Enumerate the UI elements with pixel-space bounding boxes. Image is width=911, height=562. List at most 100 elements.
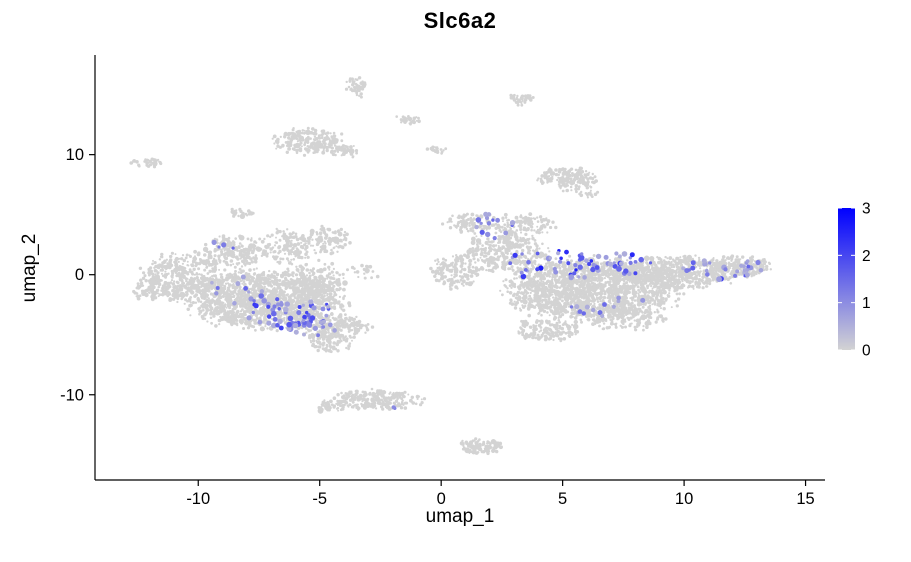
cell-point bbox=[322, 245, 326, 249]
cell-point bbox=[203, 277, 207, 281]
cell-point bbox=[231, 295, 235, 299]
cell-point bbox=[342, 277, 345, 280]
cell-point bbox=[543, 286, 546, 289]
cell-point bbox=[533, 280, 538, 284]
cell-point bbox=[287, 272, 290, 275]
cell-point bbox=[315, 289, 319, 293]
cell-point bbox=[249, 311, 252, 314]
cell-point bbox=[659, 295, 662, 298]
cell-point bbox=[225, 306, 228, 309]
cell-point bbox=[304, 248, 307, 251]
cell-point bbox=[349, 329, 353, 332]
cell-point bbox=[328, 238, 332, 242]
cell-point bbox=[319, 245, 323, 249]
cell-point bbox=[323, 286, 326, 290]
cell-point bbox=[305, 274, 309, 277]
cell-point bbox=[308, 335, 312, 340]
cell-point bbox=[575, 278, 579, 283]
cell-point bbox=[523, 300, 528, 305]
cell-point bbox=[210, 321, 214, 325]
cell-point bbox=[536, 279, 540, 283]
cell-point bbox=[250, 279, 254, 283]
cell-point bbox=[213, 249, 217, 253]
cell-point bbox=[352, 335, 356, 339]
cell-point bbox=[548, 268, 553, 272]
cell-point bbox=[188, 303, 192, 308]
cell-point bbox=[158, 286, 161, 288]
cell-point bbox=[290, 258, 293, 261]
cell-point bbox=[176, 281, 180, 285]
cell-point bbox=[141, 292, 145, 296]
cell-point bbox=[661, 287, 666, 292]
cell-point bbox=[239, 298, 243, 302]
cell-point bbox=[561, 299, 564, 302]
cell-point bbox=[201, 305, 205, 309]
cell-point bbox=[573, 319, 578, 325]
cell-point bbox=[224, 310, 227, 313]
cell-point bbox=[593, 292, 597, 295]
cell-point bbox=[608, 258, 612, 262]
cell-point bbox=[638, 296, 641, 299]
cell-point bbox=[531, 299, 534, 302]
cell-point bbox=[266, 245, 270, 249]
cell-point bbox=[205, 247, 208, 251]
cell-point bbox=[513, 300, 516, 303]
cell-point bbox=[269, 283, 272, 287]
cell-point bbox=[650, 284, 653, 288]
cell-point bbox=[285, 257, 289, 261]
cell-point bbox=[308, 274, 311, 277]
cell-point bbox=[571, 281, 575, 285]
cell-point bbox=[650, 289, 654, 294]
cell-point bbox=[558, 292, 562, 297]
cell-point bbox=[263, 309, 268, 313]
cell-point bbox=[260, 239, 265, 244]
cell-point bbox=[184, 298, 188, 302]
cell-point bbox=[651, 303, 654, 306]
cell-point bbox=[229, 259, 234, 263]
cell-point bbox=[656, 286, 660, 290]
cell-point bbox=[537, 288, 541, 292]
cell-point bbox=[550, 300, 553, 304]
cell-point bbox=[599, 262, 603, 266]
cell-point bbox=[623, 295, 628, 300]
cell-point bbox=[253, 288, 256, 291]
cell-point bbox=[209, 285, 213, 288]
cell-point bbox=[328, 292, 333, 296]
cell-point bbox=[247, 256, 250, 260]
cell-point bbox=[282, 280, 286, 284]
cell-point bbox=[317, 305, 322, 309]
cell-point bbox=[298, 294, 302, 299]
cell-point bbox=[133, 291, 137, 295]
cell-point bbox=[242, 294, 246, 298]
cell-point bbox=[267, 277, 271, 281]
cell-point bbox=[609, 302, 612, 305]
cell-point bbox=[542, 309, 547, 313]
cell-point bbox=[183, 302, 186, 305]
cell-point bbox=[611, 298, 616, 303]
cell-point bbox=[238, 267, 242, 271]
cell-point bbox=[223, 252, 227, 256]
cell-point bbox=[596, 284, 601, 288]
cell-point bbox=[309, 282, 312, 286]
cell-point bbox=[236, 302, 239, 305]
cell-point bbox=[539, 307, 543, 311]
cell-point bbox=[202, 289, 206, 293]
cell-point bbox=[210, 255, 213, 259]
cell-point bbox=[194, 301, 198, 304]
cell-point bbox=[305, 268, 310, 272]
cell-point bbox=[324, 283, 327, 286]
cell-point bbox=[626, 259, 629, 262]
cell-point bbox=[219, 317, 224, 322]
cell-point bbox=[183, 267, 187, 270]
cell-point bbox=[529, 291, 532, 294]
cell-point bbox=[340, 245, 345, 250]
cell-point bbox=[241, 282, 244, 285]
cell-point bbox=[295, 268, 300, 272]
cell-point bbox=[303, 288, 307, 291]
cell-point bbox=[225, 276, 229, 280]
cell-point bbox=[659, 291, 664, 295]
cell-point bbox=[312, 283, 316, 287]
cell-point bbox=[299, 244, 304, 249]
cell-point bbox=[551, 311, 556, 315]
cell-point bbox=[633, 285, 636, 288]
